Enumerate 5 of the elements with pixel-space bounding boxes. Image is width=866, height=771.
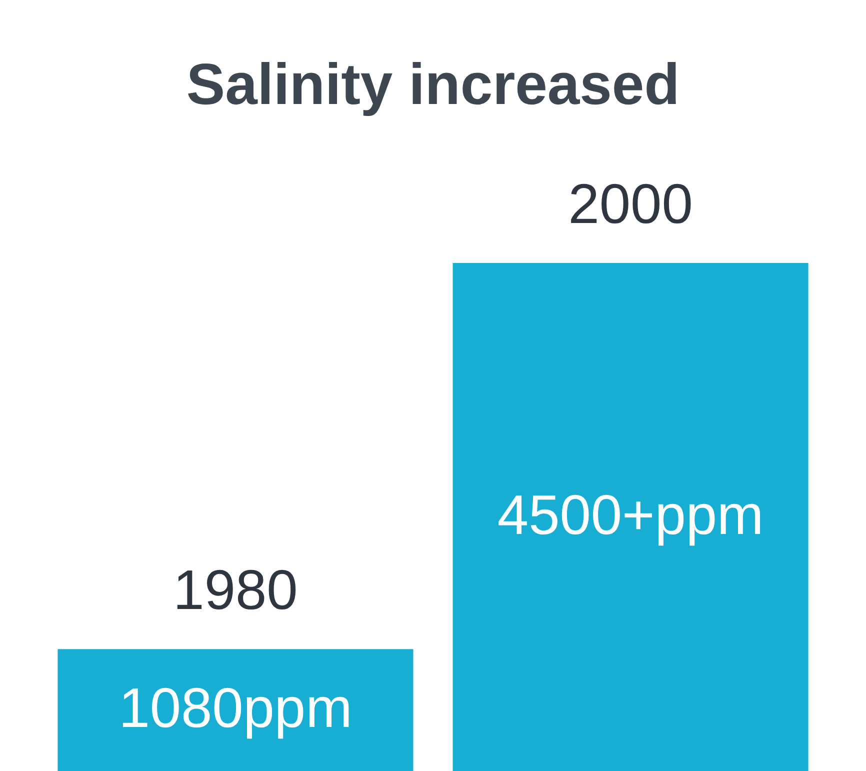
x-tick-label: 2000 xyxy=(568,172,693,235)
x-tick-label: 1980 xyxy=(173,558,298,622)
data-label: 4500+ppm xyxy=(497,483,764,546)
data-label: 1080ppm xyxy=(118,676,352,740)
chart-title: Salinity increased xyxy=(186,52,680,117)
